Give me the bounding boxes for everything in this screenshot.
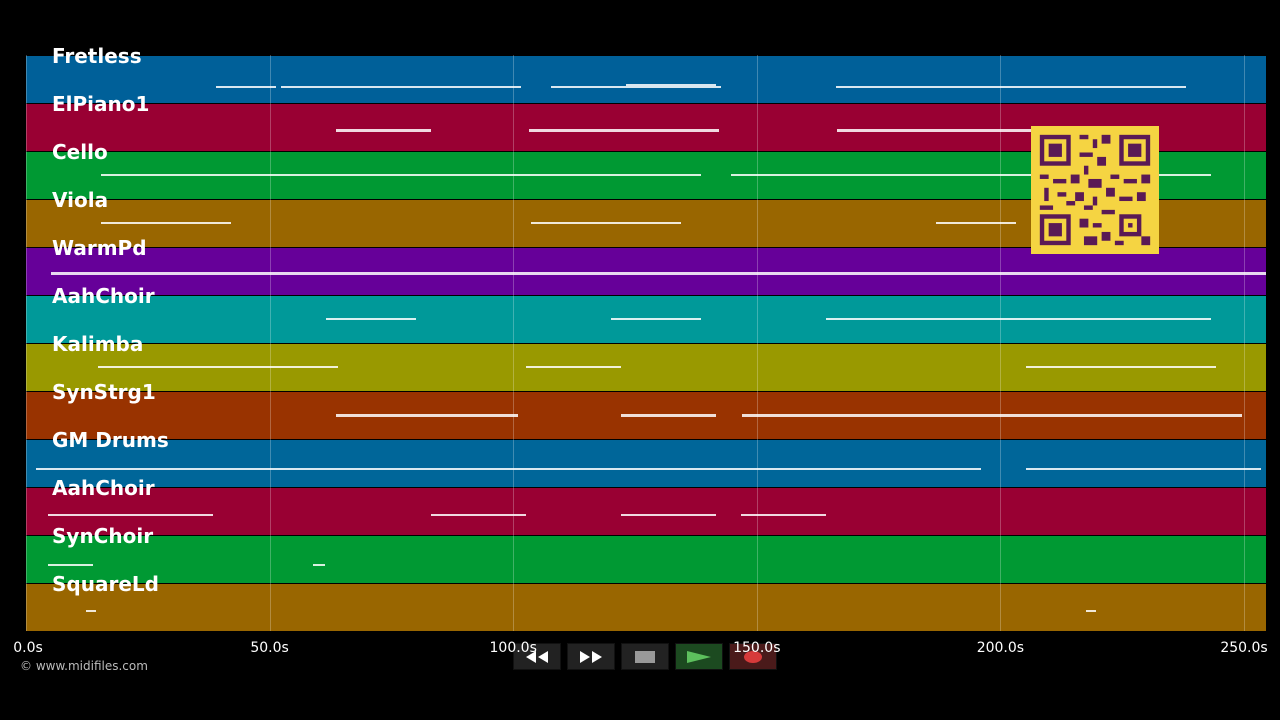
track-label: Kalimba [52, 332, 144, 356]
note-mark [48, 564, 93, 566]
time-tick-label: 0.0s [13, 640, 43, 656]
track-row [26, 535, 1266, 583]
track-row [26, 487, 1266, 535]
track-row [26, 247, 1266, 295]
note-mark [1026, 468, 1261, 470]
note-mark [51, 272, 1266, 275]
note-mark [48, 514, 213, 516]
track-label: Cello [52, 140, 108, 164]
note-mark [1026, 366, 1216, 368]
note-mark [826, 318, 1211, 320]
copyright-text: © www.midifiles.com [20, 659, 148, 673]
play-icon [687, 650, 711, 663]
track-label: AahChoir [52, 284, 155, 308]
note-mark [837, 129, 1052, 132]
track-label: SynChoir [52, 524, 154, 548]
note-mark [326, 318, 416, 320]
track-label: Viola [52, 188, 109, 212]
stop-icon [635, 650, 655, 663]
track-label: SynStrg1 [52, 380, 156, 404]
stop-button[interactable] [621, 643, 669, 670]
note-mark [1086, 610, 1096, 612]
time-tick-label: 200.0s [976, 640, 1025, 656]
note-mark [101, 222, 231, 224]
note-mark [621, 414, 716, 417]
qr-code-icon [1031, 126, 1159, 254]
time-tick-label: 150.0s [733, 640, 781, 656]
note-mark [101, 174, 701, 176]
gridline [756, 55, 758, 631]
track-row [26, 55, 1266, 103]
note-mark [281, 86, 521, 88]
transport-controls [513, 643, 777, 670]
note-mark [551, 86, 721, 88]
fast-forward-icon [580, 650, 602, 663]
note-mark [742, 414, 1242, 417]
note-mark [431, 514, 526, 516]
note-mark [36, 468, 981, 470]
note-mark [731, 174, 1211, 176]
rewind-button[interactable] [513, 643, 561, 670]
note-mark [98, 366, 338, 368]
gridline [513, 55, 515, 631]
note-mark [216, 86, 276, 88]
note-mark [336, 414, 518, 417]
track-label: AahChoir [52, 476, 155, 500]
time-tick-label: 50.0s [250, 640, 289, 656]
track-label: SquareLd [52, 572, 159, 596]
track-label: ElPiano1 [52, 92, 150, 116]
record-button[interactable] [729, 643, 777, 670]
note-mark [936, 222, 1016, 224]
note-mark [526, 366, 621, 368]
note-mark [621, 514, 716, 516]
note-mark [741, 514, 826, 516]
record-icon [744, 650, 762, 663]
note-mark [836, 86, 1186, 88]
gridline [26, 55, 27, 631]
track-label: WarmPd [52, 236, 147, 260]
gridline [1000, 55, 1002, 631]
note-mark [611, 318, 701, 320]
rewind-icon [526, 650, 548, 663]
track-label: Fretless [52, 44, 142, 68]
track-label: GM Drums [52, 428, 169, 452]
track-area [26, 55, 1266, 631]
play-button[interactable] [675, 643, 723, 670]
note-mark [531, 222, 681, 224]
gridline [269, 55, 271, 631]
track-row [26, 343, 1266, 391]
track-row [26, 583, 1266, 631]
time-tick-label: 100.0s [489, 640, 537, 656]
track-row [26, 439, 1266, 487]
note-mark [626, 84, 716, 86]
time-tick-label: 250.0s [1220, 640, 1268, 656]
note-mark [529, 129, 719, 132]
fast-forward-button[interactable] [567, 643, 615, 670]
note-mark [313, 564, 325, 566]
track-row [26, 391, 1266, 439]
note-mark [86, 610, 96, 612]
gridline [1244, 55, 1245, 631]
note-mark [336, 129, 431, 132]
track-row [26, 295, 1266, 343]
